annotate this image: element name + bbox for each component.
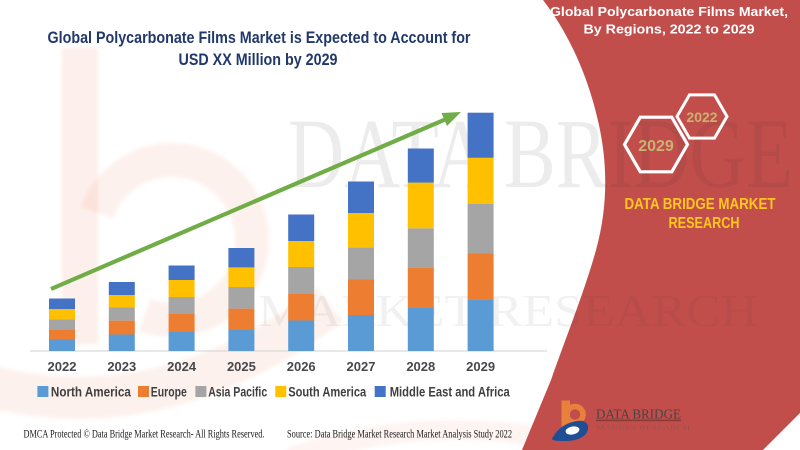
svg-text:2025: 2025	[227, 359, 256, 374]
svg-text:2027: 2027	[347, 359, 376, 374]
svg-text:2022: 2022	[686, 109, 717, 125]
svg-text:RESEARCH: RESEARCH	[669, 215, 740, 232]
svg-text:2024: 2024	[167, 359, 197, 374]
svg-text:By Regions, 2022 to 2029: By Regions, 2022 to 2029	[584, 22, 755, 37]
svg-text:2022: 2022	[48, 359, 77, 374]
svg-text:Global Polycarbonate Films Mar: Global Polycarbonate Films Market,	[550, 4, 788, 19]
svg-text:DATA BRIDGE: DATA BRIDGE	[596, 408, 681, 423]
svg-text:Europe: Europe	[151, 385, 187, 400]
svg-text:Source: Data Bridge Market Res: Source: Data Bridge Market Research Mark…	[287, 427, 512, 441]
svg-text:DMCA Protected © Data Bridge M: DMCA Protected © Data Bridge Market Rese…	[24, 427, 265, 441]
svg-text:2026: 2026	[287, 359, 316, 374]
svg-text:2029: 2029	[638, 138, 674, 155]
svg-text:South America: South America	[288, 385, 366, 400]
svg-text:2029: 2029	[466, 359, 495, 374]
svg-text:Asia Pacific: Asia Pacific	[208, 385, 267, 400]
svg-text:MARKET RESEARCH: MARKET RESEARCH	[596, 426, 691, 432]
svg-text:DATA BRIDGE MARKET: DATA BRIDGE MARKET	[625, 196, 776, 213]
svg-text:USD XX Million by 2029: USD XX Million by 2029	[179, 50, 338, 69]
svg-text:North America: North America	[51, 385, 131, 400]
svg-text:2023: 2023	[107, 359, 136, 374]
svg-text:2028: 2028	[406, 359, 435, 374]
svg-text:MARKET RESEARCH: MARKET RESEARCH	[258, 285, 758, 336]
svg-text:Middle East and Africa: Middle East and Africa	[390, 385, 510, 400]
svg-text:Global Polycarbonate Films Mar: Global Polycarbonate Films Market is Exp…	[48, 28, 471, 47]
